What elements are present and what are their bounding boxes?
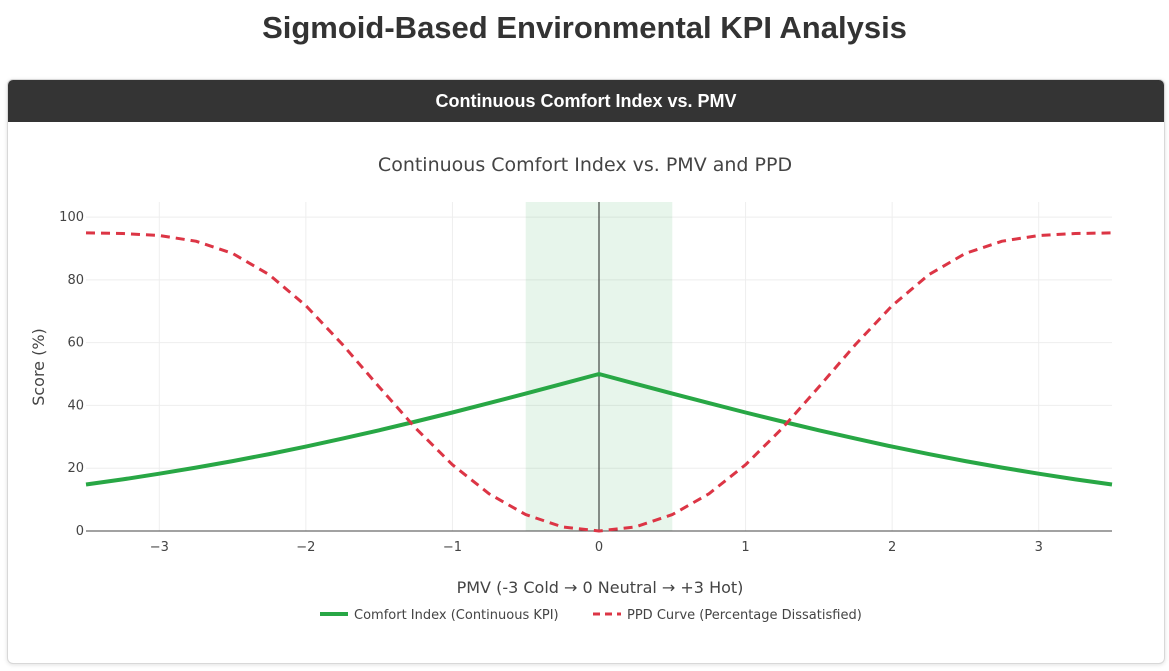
x-axis-label: PMV (-3 Cold → 0 Neutral → +3 Hot)	[457, 578, 744, 597]
y-axis-label: Score (%)	[29, 328, 48, 406]
x-tick-label: −1	[443, 540, 462, 555]
card-header: Continuous Comfort Index vs. PMV	[8, 80, 1164, 122]
comfort-index-line	[85, 372, 1113, 487]
y-tick-label: 40	[67, 398, 84, 413]
x-tick-label: −2	[296, 540, 315, 555]
legend-label-ppd[interactable]: PPD Curve (Percentage Dissatisfied)	[627, 608, 862, 623]
y-tick-label: 80	[67, 273, 84, 288]
y-tick-label: 0	[76, 524, 84, 539]
x-tick-label: 1	[741, 540, 749, 555]
ppd-curve-line	[85, 231, 1113, 533]
x-tick-label: 0	[595, 540, 603, 555]
x-tick-label: 2	[888, 540, 896, 555]
legend-label-comfort[interactable]: Comfort Index (Continuous KPI)	[354, 608, 559, 623]
y-tick-label: 20	[67, 461, 84, 476]
chart-card: Continuous Comfort Index vs. PMV	[7, 79, 1165, 664]
y-tick-label: 60	[67, 336, 84, 351]
x-tick-label: −3	[150, 540, 169, 555]
legend: Comfort Index (Continuous KPI) PPD Curve…	[320, 608, 862, 623]
page-title: Sigmoid-Based Environmental KPI Analysis	[262, 10, 907, 45]
x-tick-label: 3	[1035, 540, 1043, 555]
y-tick-label: 100	[59, 210, 84, 225]
chart-title: Continuous Comfort Index vs. PMV and PPD	[378, 154, 792, 176]
